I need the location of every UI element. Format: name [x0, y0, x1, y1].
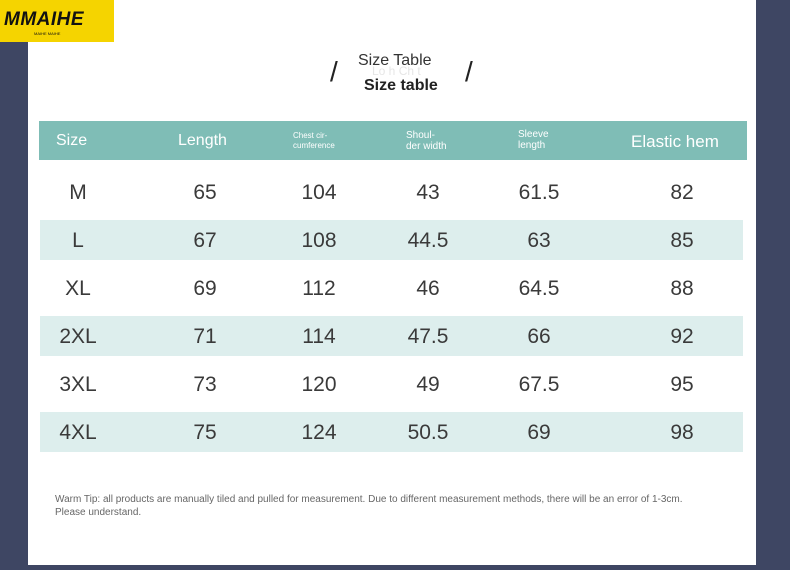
- table-row: M 65 104 43 61.5 82: [40, 172, 743, 212]
- cell-shoulder: 44.5: [407, 229, 449, 252]
- header-shoulder-line1: Shoul-: [406, 130, 435, 141]
- brand-tagline: MAIHE MAIHE: [34, 31, 61, 36]
- title-slash-left: /: [330, 56, 338, 87]
- cell-sleeve: 66: [527, 325, 551, 348]
- cell-shoulder: 50.5: [407, 421, 449, 444]
- header-shoulder-line2: der width: [406, 141, 447, 152]
- cell-chest: 120: [301, 373, 337, 396]
- header-chest-line2: cumference: [293, 140, 335, 150]
- warm-tip: Warm Tip: all products are manually tile…: [55, 494, 683, 518]
- cell-length: 73: [193, 373, 217, 396]
- header-size: Size: [56, 132, 88, 149]
- cell-length: 71: [193, 325, 217, 348]
- page-title: Size Table: [358, 52, 432, 69]
- cell-shoulder: 49: [416, 373, 440, 396]
- cell-chest: 124: [301, 421, 337, 444]
- cell-length: 75: [193, 421, 217, 444]
- cell-elastic-hem: 92: [670, 325, 694, 348]
- table-row: L 67 108 44.5 63 85: [40, 220, 743, 260]
- header-sleeve-line1: Sleeve: [518, 129, 549, 140]
- cell-size: 4XL: [59, 421, 97, 444]
- table-row: 3XL 73 120 49 67.5 95: [40, 364, 743, 404]
- header-length: Length: [178, 132, 227, 149]
- header-shoulder: Shoul- der width: [406, 130, 447, 152]
- cell-elastic-hem: 82: [670, 181, 694, 204]
- cell-elastic-hem: 98: [670, 421, 694, 444]
- cell-size: XL: [65, 277, 91, 300]
- cell-elastic-hem: 85: [670, 229, 694, 252]
- cell-sleeve: 69: [527, 421, 551, 444]
- table-row: 2XL 71 114 47.5 66 92: [40, 316, 743, 356]
- cell-sleeve: 67.5: [518, 373, 560, 396]
- cell-size: M: [69, 181, 87, 204]
- cell-sleeve: 61.5: [518, 181, 560, 204]
- cell-elastic-hem: 95: [670, 373, 694, 396]
- cell-chest: 104: [301, 181, 337, 204]
- header-chest-line1: Chest cir-: [293, 131, 328, 140]
- cell-chest: 114: [302, 325, 336, 348]
- cell-chest: 112: [302, 277, 336, 300]
- cell-sleeve: 64.5: [518, 277, 560, 300]
- table-header: Size Length Chest cir- cumference Shoul-…: [39, 121, 747, 160]
- cell-sleeve: 63: [527, 229, 551, 252]
- header-sleeve-line2: length: [518, 140, 546, 151]
- brand-logo: MMAIHE MAIHE MAIHE: [0, 0, 114, 42]
- brand-name: MMAIHE: [4, 9, 85, 30]
- header-elastic-hem: Elastic hem: [631, 132, 719, 151]
- cell-shoulder: 43: [416, 181, 440, 204]
- table-row: XL 69 112 46 64.5 88: [40, 268, 743, 308]
- cell-elastic-hem: 88: [670, 277, 694, 300]
- header-sleeve: Sleeve length: [518, 129, 549, 151]
- cell-length: 65: [193, 181, 217, 204]
- page-subtitle: Size table: [364, 77, 438, 94]
- cell-size: 2XL: [59, 325, 97, 348]
- table-row: 4XL 75 124 50.5 69 98: [40, 412, 743, 452]
- cell-chest: 108: [301, 229, 337, 252]
- size-chart-card: [28, 0, 756, 565]
- cell-size: 3XL: [59, 373, 97, 396]
- cell-length: 67: [193, 229, 217, 252]
- title-slash-right: /: [465, 56, 473, 87]
- cell-size: L: [72, 229, 84, 252]
- header-chest: Chest cir- cumference: [293, 131, 335, 150]
- cell-length: 69: [193, 277, 217, 300]
- cell-shoulder: 46: [416, 277, 440, 300]
- cell-shoulder: 47.5: [407, 325, 449, 348]
- title-ghost-text: Lo h Ch t: [372, 64, 421, 78]
